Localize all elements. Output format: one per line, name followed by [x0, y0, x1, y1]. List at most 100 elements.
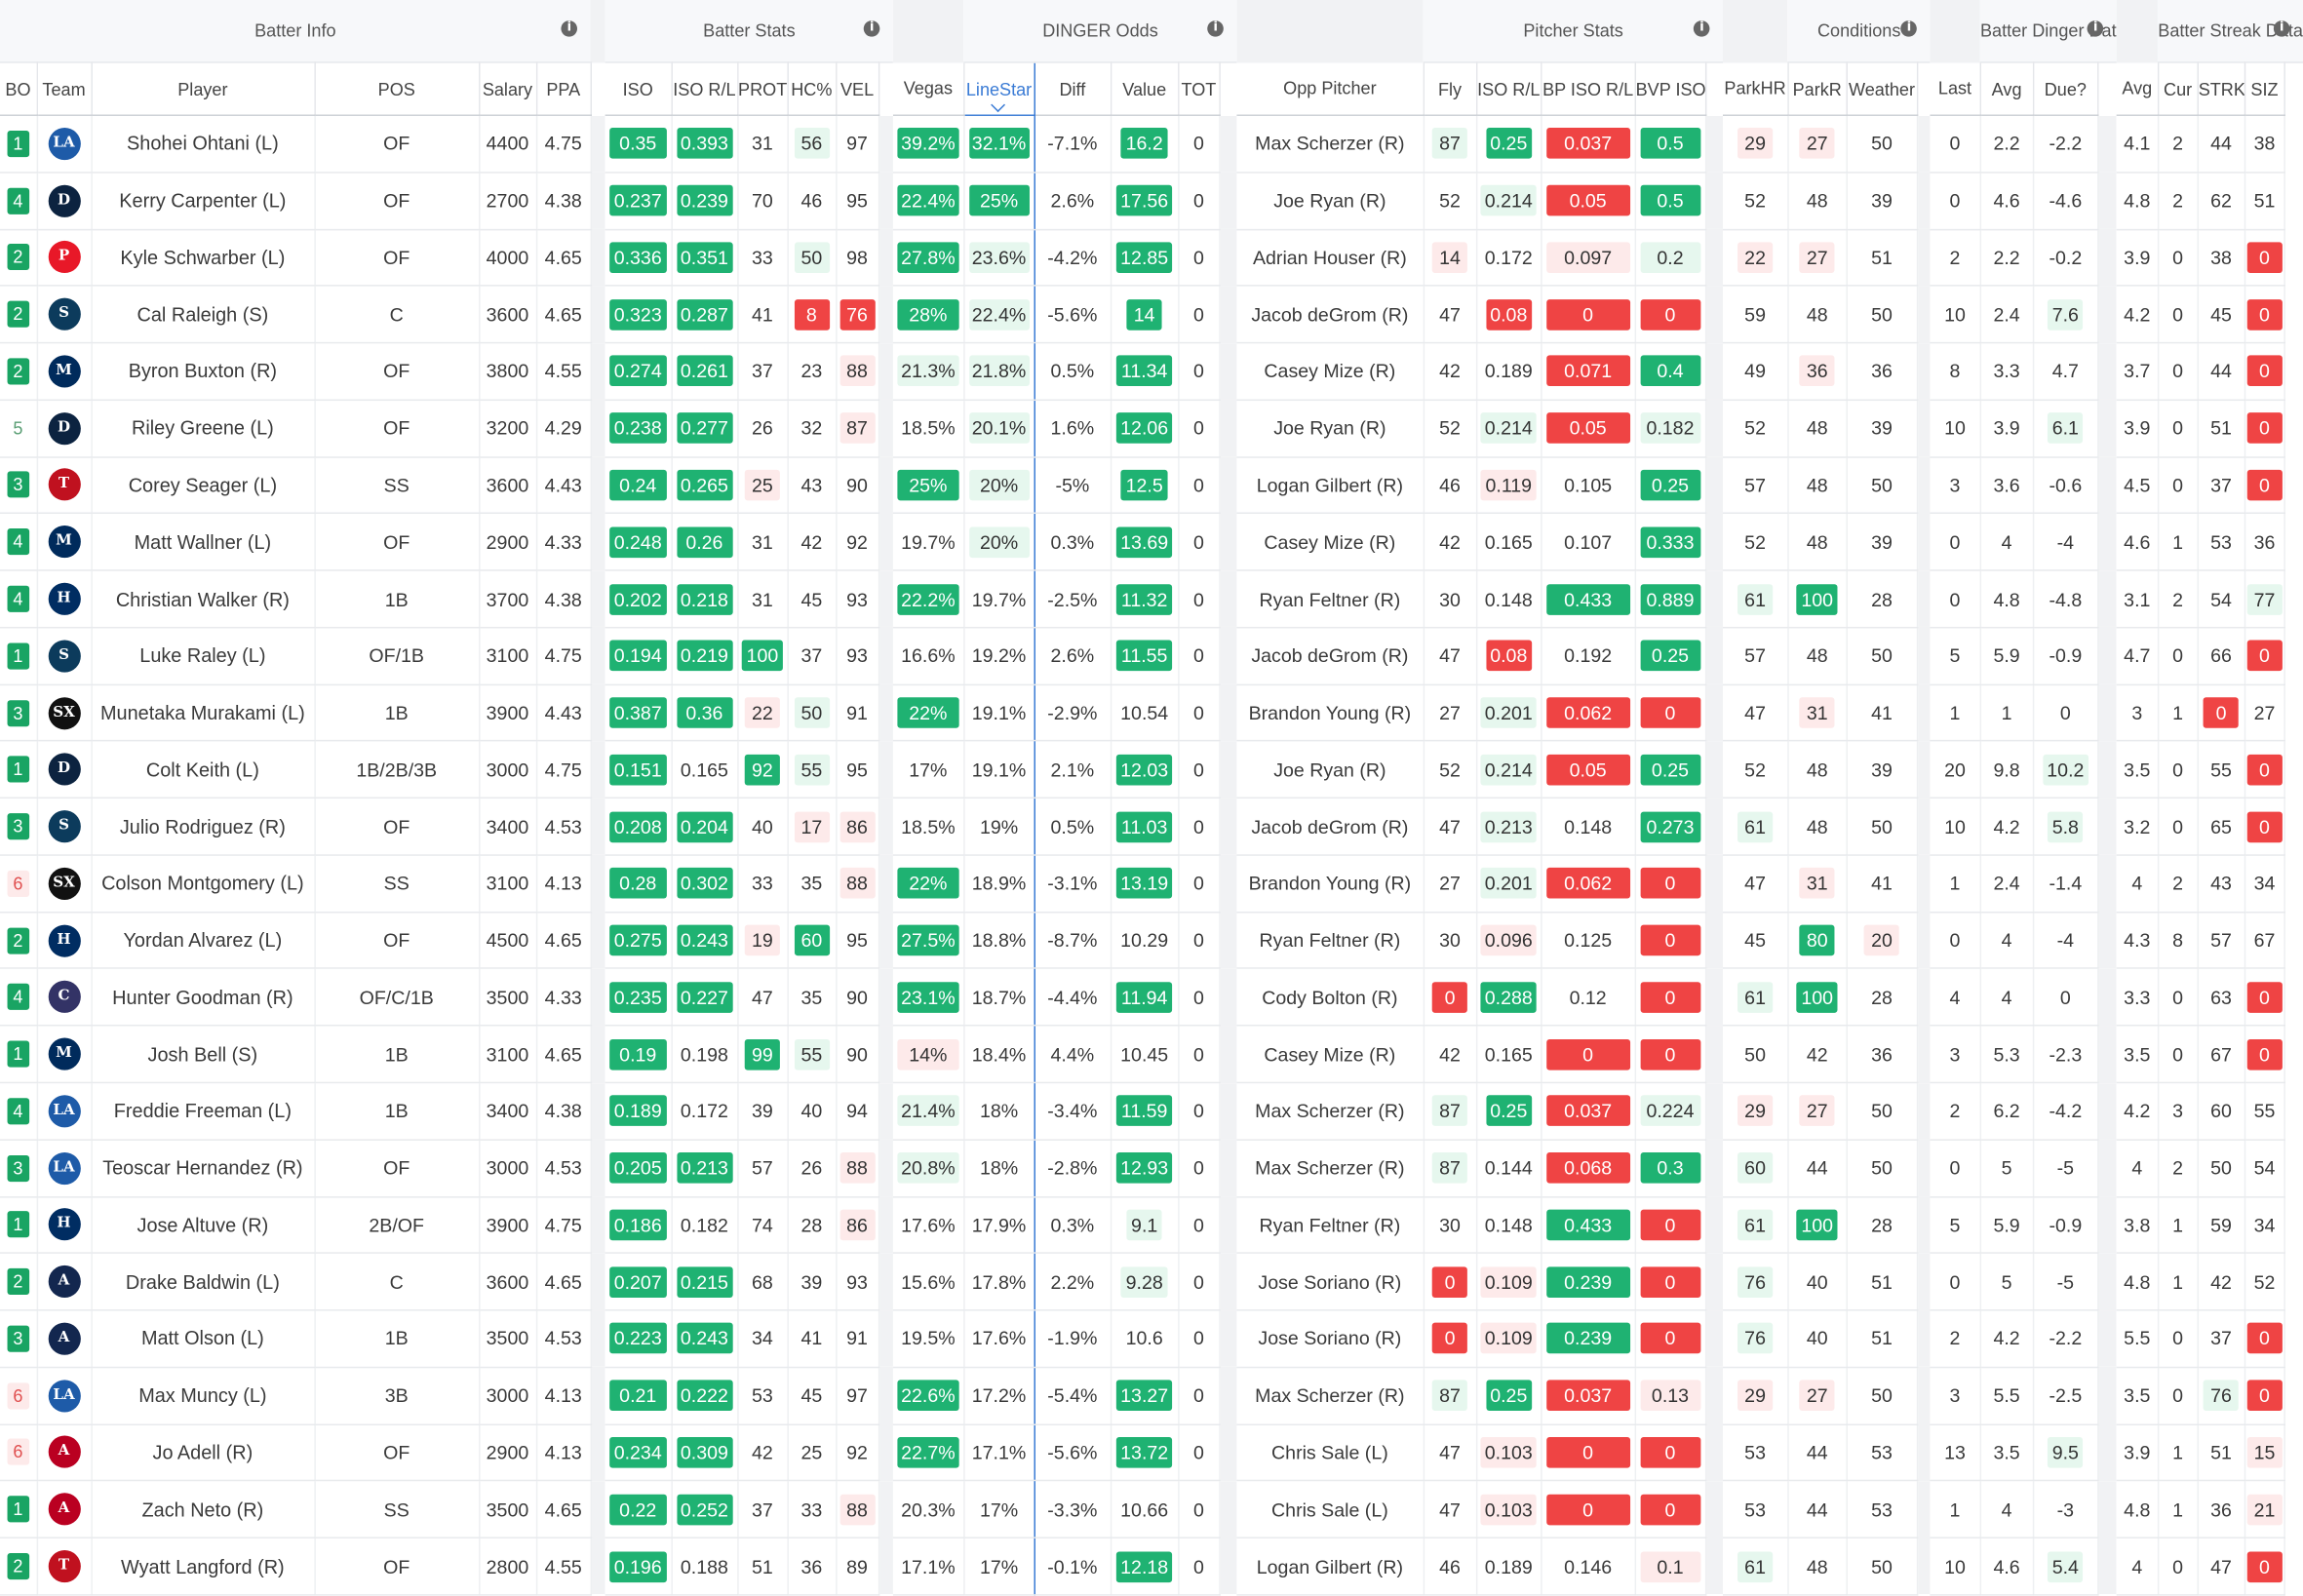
info-icon[interactable]: i: [1694, 20, 1710, 37]
table-row[interactable]: 2 A Drake Baldwin (L) C 3600 4.65 0.207 0.215 68…: [0, 1253, 2303, 1311]
cell-player[interactable]: Corey Seager (L): [91, 456, 316, 515]
player-name[interactable]: Christian Walker (R): [115, 588, 290, 610]
column-header-ppa[interactable]: PPA: [535, 61, 592, 116]
column-header-parkr[interactable]: ParkR: [1787, 61, 1848, 116]
table-row[interactable]: 6 SX Colson Montgomery (L) SS 3100 4.13 0.28 0.…: [0, 854, 2303, 914]
player-name[interactable]: Matt Olson (L): [140, 1327, 264, 1350]
player-name[interactable]: Zach Neto (R): [141, 1498, 264, 1521]
table-row[interactable]: 4 C Hunter Goodman (R) OF/C/1B 3500 4.33 0.235…: [0, 968, 2303, 1027]
cell-player[interactable]: Kerry Carpenter (L): [91, 172, 316, 230]
cell-player[interactable]: Max Muncy (L): [91, 1367, 316, 1425]
column-header-pos[interactable]: POS: [314, 61, 480, 116]
table-row[interactable]: 6 A Jo Adell (R) OF 2900 4.13 0.234 0.309 42 25 92…: [0, 1423, 2303, 1482]
column-header-salary[interactable]: Salary: [479, 61, 537, 116]
cell-player[interactable]: Colt Keith (L): [91, 741, 316, 799]
column-header-parkhr[interactable]: ParkHR: [1723, 61, 1789, 116]
column-header-avg[interactable]: Avg: [1979, 61, 2034, 116]
table-row[interactable]: 3 A Matt Olson (L) 1B 3500 4.53 0.223 0.243 34 41…: [0, 1309, 2303, 1369]
column-header-player[interactable]: Player: [91, 61, 316, 116]
column-header-vel[interactable]: VEL: [836, 61, 879, 116]
table-row[interactable]: 3 LA Teoscar Hernandez (R) OF 3000 4.53 0.205 0…: [0, 1139, 2303, 1197]
player-name[interactable]: Kyle Schwarber (L): [120, 246, 286, 269]
cell-player[interactable]: Drake Baldwin (L): [91, 1253, 316, 1311]
column-header-cur[interactable]: Cur: [2158, 61, 2199, 116]
column-header-hc[interactable]: HC%: [787, 61, 837, 116]
table-row[interactable]: 1 M Josh Bell (S) 1B 3100 4.65 0.19 0.198 99 55 90…: [0, 1026, 2303, 1084]
info-icon[interactable]: i: [561, 20, 578, 37]
column-header-iso-r-l[interactable]: ISO R/L: [671, 61, 739, 116]
table-row[interactable]: 6 LA Max Muncy (L) 3B 3000 4.13 0.21 0.222 53 45 9…: [0, 1367, 2303, 1425]
table-row[interactable]: 4 M Matt Wallner (L) OF 2900 4.33 0.248 0.26 31 4…: [0, 513, 2303, 571]
table-row[interactable]: 2 P Kyle Schwarber (L) OF 4000 4.65 0.336 0.351…: [0, 228, 2303, 288]
column-header-iso-r-l[interactable]: ISO R/L: [1476, 61, 1542, 116]
table-row[interactable]: 1 LA Shohei Ohtani (L) OF 4400 4.75 0.35 0.393 3…: [0, 115, 2303, 174]
table-row[interactable]: 1 S Luke Raley (L) OF/1B 3100 4.75 0.194 0.219 1…: [0, 627, 2303, 685]
table-row[interactable]: 3 T Corey Seager (L) SS 3600 4.43 0.24 0.265 25 4…: [0, 456, 2303, 515]
cell-player[interactable]: Julio Rodriguez (R): [91, 798, 316, 856]
player-name[interactable]: Byron Buxton (R): [128, 360, 278, 383]
info-icon[interactable]: i: [863, 20, 880, 37]
table-row[interactable]: 4 LA Freddie Freeman (L) 1B 3400 4.38 0.189 0.1…: [0, 1082, 2303, 1141]
column-header-opp-pitcher[interactable]: Opp Pitcher: [1236, 61, 1425, 116]
column-header-strk[interactable]: STRK: [2197, 61, 2245, 116]
cell-player[interactable]: Jo Adell (R): [91, 1423, 316, 1482]
column-header-vegas[interactable]: Vegas: [893, 61, 965, 116]
column-header-team[interactable]: Team: [36, 61, 93, 116]
column-header-siz[interactable]: SIZ: [2244, 61, 2285, 116]
player-name[interactable]: Shohei Ohtani (L): [127, 133, 279, 155]
column-header-value[interactable]: Value: [1111, 61, 1180, 116]
cell-player[interactable]: Riley Greene (L): [91, 400, 316, 458]
cell-player[interactable]: Matt Olson (L): [91, 1309, 316, 1369]
player-name[interactable]: Colt Keith (L): [145, 759, 259, 781]
cell-player[interactable]: Luke Raley (L): [91, 627, 316, 685]
player-name[interactable]: Julio Rodriguez (R): [119, 815, 286, 838]
cell-player[interactable]: Kyle Schwarber (L): [91, 228, 316, 288]
cell-player[interactable]: Hunter Goodman (R): [91, 968, 316, 1027]
table-row[interactable]: 2 M Byron Buxton (R) OF 3800 4.55 0.274 0.261 37…: [0, 342, 2303, 401]
cell-player[interactable]: Zach Neto (R): [91, 1481, 316, 1539]
table-row[interactable]: 5 D Riley Greene (L) OF 3200 4.29 0.238 0.277 26…: [0, 400, 2303, 458]
cell-player[interactable]: Cal Raleigh (S): [91, 286, 316, 344]
player-name[interactable]: Hunter Goodman (R): [112, 986, 293, 1009]
player-name[interactable]: Munetaka Murakami (L): [99, 701, 305, 724]
table-row[interactable]: 2 S Cal Raleigh (S) C 3600 4.65 0.323 0.287 41 8 7…: [0, 286, 2303, 344]
column-header-linestar[interactable]: LineStar: [962, 61, 1035, 116]
table-row[interactable]: 1 D Colt Keith (L) 1B/2B/3B 3000 4.75 0.151 0.1…: [0, 741, 2303, 799]
column-header-tot[interactable]: TOT: [1178, 61, 1221, 116]
cell-player[interactable]: Wyatt Langford (R): [91, 1538, 316, 1596]
player-name[interactable]: Cal Raleigh (S): [137, 303, 269, 326]
player-name[interactable]: Freddie Freeman (L): [113, 1100, 292, 1122]
cell-player[interactable]: Byron Buxton (R): [91, 342, 316, 401]
table-row[interactable]: 2 H Yordan Alvarez (L) OF 4500 4.65 0.275 0.243…: [0, 912, 2303, 970]
cell-player[interactable]: Matt Wallner (L): [91, 513, 316, 571]
info-icon[interactable]: i: [1900, 20, 1918, 37]
column-header-due[interactable]: Due?: [2033, 61, 2099, 116]
player-name[interactable]: Jose Altuve (R): [137, 1214, 269, 1236]
cell-player[interactable]: Colson Montgomery (L): [91, 854, 316, 914]
column-header-last[interactable]: Last: [1930, 61, 1981, 116]
cell-player[interactable]: Josh Bell (S): [91, 1026, 316, 1084]
player-name[interactable]: Matt Wallner (L): [134, 530, 272, 554]
info-icon[interactable]: i: [2273, 20, 2290, 37]
player-name[interactable]: Yordan Alvarez (L): [123, 929, 283, 952]
cell-player[interactable]: Shohei Ohtani (L): [91, 115, 316, 174]
player-name[interactable]: Jo Adell (R): [152, 1441, 254, 1464]
player-name[interactable]: Luke Raley (L): [139, 644, 266, 667]
column-header-prot[interactable]: PROT: [737, 61, 789, 116]
player-name[interactable]: Teoscar Hernandez (R): [102, 1156, 303, 1180]
table-row[interactable]: 3 S Julio Rodriguez (R) OF 3400 4.53 0.208 0.20…: [0, 798, 2303, 856]
cell-player[interactable]: Christian Walker (R): [91, 570, 316, 629]
cell-player[interactable]: Jose Altuve (R): [91, 1196, 316, 1255]
table-row[interactable]: 4 D Kerry Carpenter (L) OF 2700 4.38 0.237 0.23…: [0, 172, 2303, 230]
cell-player[interactable]: Teoscar Hernandez (R): [91, 1139, 316, 1197]
cell-player[interactable]: Yordan Alvarez (L): [91, 912, 316, 970]
column-header-diff[interactable]: Diff: [1034, 61, 1112, 116]
column-header-iso[interactable]: ISO: [605, 61, 673, 116]
column-header-avg[interactable]: Avg: [2117, 61, 2160, 116]
column-header-fly[interactable]: Fly: [1423, 61, 1477, 116]
player-name[interactable]: Max Muncy (L): [138, 1384, 267, 1407]
player-name[interactable]: Colson Montgomery (L): [101, 872, 304, 895]
table-row[interactable]: 3 SX Munetaka Murakami (L) 1B 3900 4.43 0.387 0…: [0, 683, 2303, 742]
info-icon[interactable]: i: [1207, 20, 1225, 37]
player-name[interactable]: Corey Seager (L): [128, 474, 278, 496]
